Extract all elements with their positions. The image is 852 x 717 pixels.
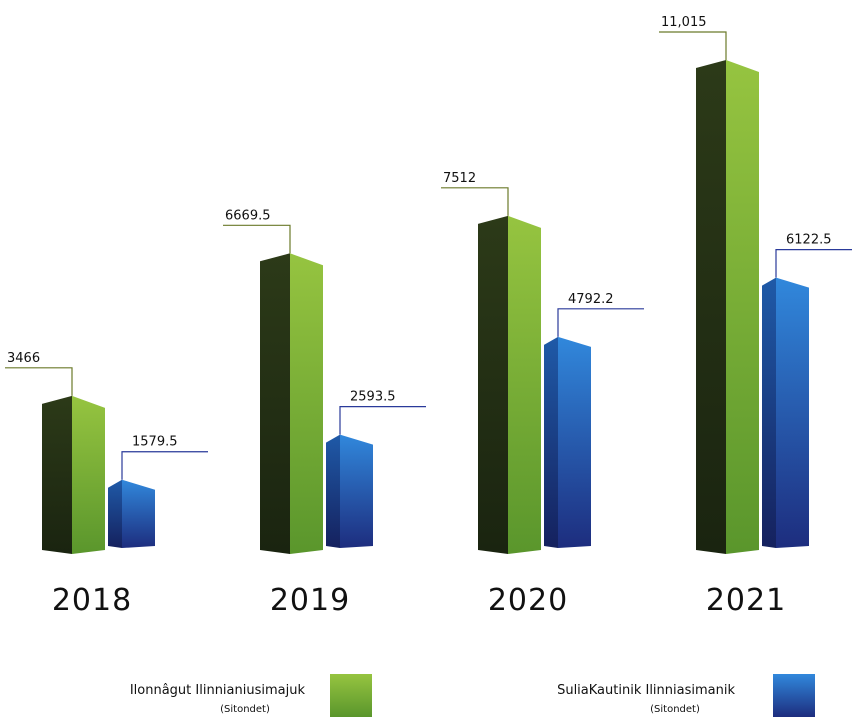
bar-side (544, 336, 558, 548)
leader-line (557, 308, 644, 337)
bar (122, 479, 155, 548)
bar-side (108, 479, 122, 548)
legend-swatch (773, 674, 815, 717)
leader-line (5, 367, 73, 396)
data-label: 3466 (7, 351, 40, 366)
bar (558, 336, 591, 548)
bar (72, 395, 105, 554)
x-tick-label: 2018 (52, 583, 132, 618)
leader-line (121, 451, 208, 480)
x-tick-label: 2019 (270, 583, 350, 618)
legend-label: SuliaKautinik Ilinniasimanik (557, 683, 735, 698)
data-label: 6122.5 (786, 233, 832, 248)
legend-swatch (330, 674, 372, 717)
data-label: 11,015 (661, 15, 707, 30)
legend-sublabel: (Sitondet) (220, 704, 270, 715)
data-label: 1579.5 (132, 435, 178, 450)
bar (776, 277, 809, 548)
bar-side (762, 277, 776, 548)
leader-line (775, 249, 852, 278)
bar-side (42, 395, 72, 554)
bar-side (260, 253, 290, 555)
data-label: 7512 (443, 171, 476, 186)
bar (290, 253, 323, 555)
data-label: 6669.5 (225, 208, 271, 223)
leader-line (441, 187, 509, 216)
bar-side (478, 215, 508, 554)
leader-line (223, 224, 291, 254)
bar-side (326, 434, 340, 548)
data-label: 2593.5 (350, 390, 396, 405)
legend-label: Ilonnâgut Ilinnianiusimajuk (130, 683, 306, 698)
bar (508, 215, 541, 554)
x-tick-label: 2021 (706, 583, 786, 618)
bar (340, 434, 373, 548)
x-tick-label: 2020 (488, 583, 568, 618)
bar (726, 60, 759, 554)
data-label: 4792.2 (568, 292, 614, 307)
bar-side (696, 60, 726, 554)
legend-sublabel: (Sitondet) (650, 704, 700, 715)
leader-line (339, 406, 426, 435)
leader-line (659, 31, 727, 60)
